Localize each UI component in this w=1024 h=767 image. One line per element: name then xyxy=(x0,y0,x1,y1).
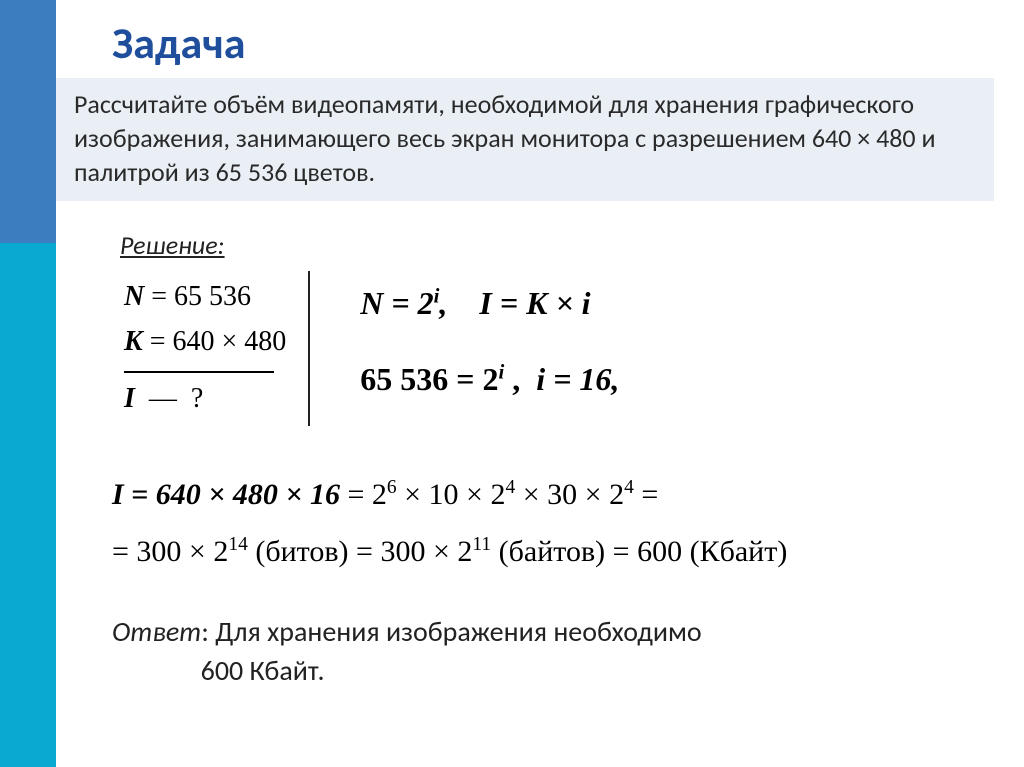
c2-a: = 300 × 2 xyxy=(112,535,228,568)
f1a: N = 2 xyxy=(360,285,433,321)
formula-line-1: N = 2i, I = K × i xyxy=(360,271,619,335)
given-divider xyxy=(124,371,274,373)
f2a: 65 536 = 2 xyxy=(360,361,498,397)
f2b: i = 16, xyxy=(536,361,619,397)
calc-line-2: = 300 × 214 (битов) = 300 × 211 (байтов)… xyxy=(112,523,994,580)
sidebar-decor xyxy=(0,0,56,767)
c1-rhs-a-sup: 6 xyxy=(387,477,397,498)
solution-label: Решение: xyxy=(120,229,994,261)
c1-rhs-b-sup: 4 xyxy=(505,477,515,498)
answer-block: Ответ: Для хранения изображения необходи… xyxy=(112,612,994,690)
given-column: N = 65 536 K = 640 × 480 I — ? xyxy=(116,271,310,425)
slide-title: Задача xyxy=(112,16,994,70)
c1-rhs-d: = xyxy=(634,478,658,511)
f2a-tail: , xyxy=(504,361,520,397)
formula-column: N = 2i, I = K × i 65 536 = 2i , i = 16, xyxy=(310,271,619,411)
problem-statement: Рассчитайте объём видеопамяти, необходим… xyxy=(56,78,994,201)
c1-eq: = xyxy=(340,478,372,511)
answer-label: Ответ xyxy=(112,614,201,649)
formula-line-2: 65 536 = 2i , i = 16, xyxy=(360,347,619,411)
calculation-block: I = 640 × 480 × 16 = 26 × 10 × 24 × 30 ×… xyxy=(112,466,994,580)
sidebar-top xyxy=(0,0,56,243)
c1-rhs-a: 2 xyxy=(372,478,387,511)
c2-d: 600 (Кбайт) xyxy=(637,535,787,568)
c2-b: (битов) = 300 × 2 xyxy=(248,535,473,568)
given-K: K = 640 × 480 xyxy=(124,320,286,365)
f1b: I = K × i xyxy=(479,285,590,321)
c2-c: (байтов) = xyxy=(491,535,637,568)
slide-content: Задача Рассчитайте объём видеопамяти, не… xyxy=(56,0,1024,767)
given-K-value: 640 × 480 xyxy=(172,326,286,357)
given-N: N = 65 536 xyxy=(124,275,286,320)
c2-a-sup: 14 xyxy=(228,534,248,555)
c1-rhs-c: × 30 × 2 xyxy=(515,478,624,511)
c1-rhs-c-sup: 4 xyxy=(624,477,634,498)
answer-text: : Для хранения изображения необходимо 60… xyxy=(112,614,702,688)
f1a-tail: , xyxy=(439,285,447,321)
c2-b-sup: 11 xyxy=(472,534,491,555)
given-unknown: I — ? xyxy=(124,377,286,422)
given-N-value: 65 536 xyxy=(174,281,251,312)
sidebar-bottom xyxy=(0,243,56,767)
c1-rhs-b: × 10 × 2 xyxy=(397,478,506,511)
c1-bold: I = 640 × 480 × 16 xyxy=(112,478,340,511)
solution-row: N = 65 536 K = 640 × 480 I — ? N = 2i, I… xyxy=(116,271,994,425)
calc-line-1: I = 640 × 480 × 16 = 26 × 10 × 24 × 30 ×… xyxy=(112,466,994,523)
